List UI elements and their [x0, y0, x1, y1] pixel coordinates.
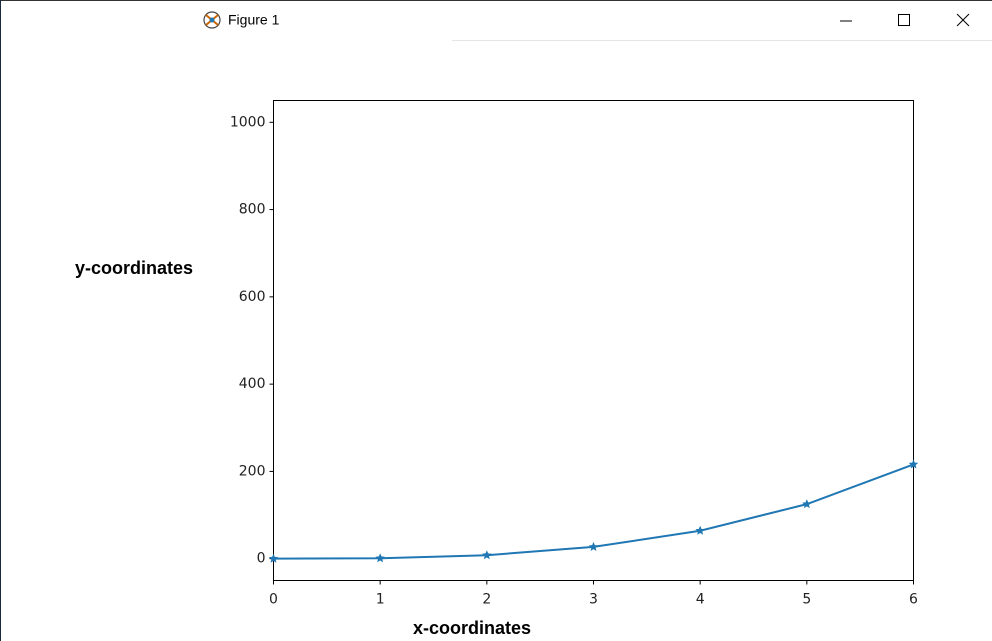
- x-tick-label: 4: [696, 592, 705, 608]
- data-point: [695, 525, 705, 535]
- y-tick-label: 600: [239, 289, 266, 305]
- data-point: [908, 459, 919, 469]
- data-point: [588, 541, 599, 551]
- y-tick-label: 200: [239, 463, 266, 479]
- x-axis-label: x-coordinates: [413, 618, 531, 638]
- y-tick-label: 1000: [230, 114, 266, 130]
- window-title: Figure 1: [228, 12, 280, 28]
- window-icon: [203, 11, 221, 29]
- data-point: [375, 553, 385, 563]
- x-tick-label: 5: [802, 592, 811, 608]
- x-tick-label: 6: [909, 592, 918, 608]
- y-tick-label: 0: [257, 551, 266, 567]
- maximize-button[interactable]: [898, 14, 910, 26]
- data-point: [268, 553, 279, 563]
- data-point: [482, 550, 492, 560]
- y-tick-label: 400: [239, 376, 266, 392]
- close-button[interactable]: [956, 13, 970, 27]
- x-tick-label: 2: [482, 592, 491, 608]
- x-tick-label: 1: [376, 592, 385, 608]
- x-tick-label: 0: [269, 592, 278, 608]
- y-axis-label: y-coordinates: [75, 258, 193, 278]
- x-tick-label: 3: [589, 592, 598, 608]
- data-point: [802, 499, 812, 509]
- y-tick-label: 800: [239, 202, 266, 218]
